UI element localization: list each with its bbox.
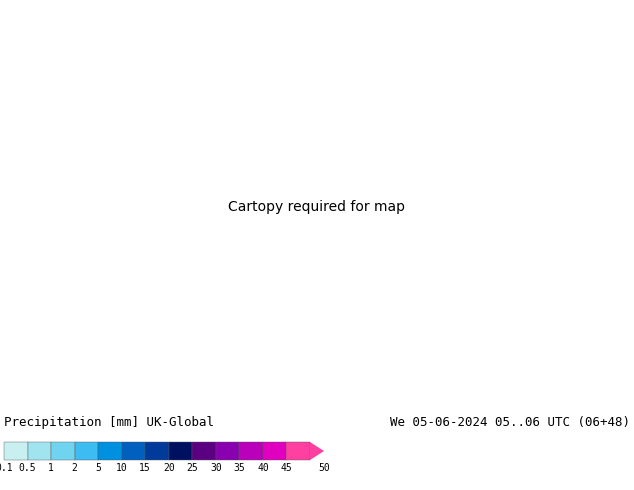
Text: 35: 35 [233,463,245,473]
Polygon shape [310,442,324,460]
Text: 25: 25 [186,463,198,473]
Bar [287,442,310,460]
Text: 30: 30 [210,463,222,473]
Text: 15: 15 [139,463,151,473]
Text: 5: 5 [95,463,101,473]
Bar [122,442,145,460]
Text: 40: 40 [257,463,269,473]
Text: Cartopy required for map: Cartopy required for map [228,200,406,214]
Text: 0.5: 0.5 [19,463,36,473]
Text: 0.1: 0.1 [0,463,13,473]
Text: 45: 45 [281,463,292,473]
Bar [98,442,122,460]
Text: 2: 2 [72,463,77,473]
Bar [216,442,240,460]
Bar [51,442,75,460]
Text: 1: 1 [48,463,54,473]
Bar [75,442,98,460]
Text: We 05-06-2024 05..06 UTC (06+48): We 05-06-2024 05..06 UTC (06+48) [390,416,630,429]
Bar [145,442,169,460]
Text: 10: 10 [116,463,127,473]
Bar [192,442,216,460]
Bar [240,442,263,460]
Text: Precipitation [mm] UK-Global: Precipitation [mm] UK-Global [4,416,214,429]
Text: 50: 50 [318,463,330,473]
Bar [169,442,192,460]
Bar [27,442,51,460]
Bar [4,442,27,460]
Text: 20: 20 [163,463,174,473]
Bar [263,442,287,460]
